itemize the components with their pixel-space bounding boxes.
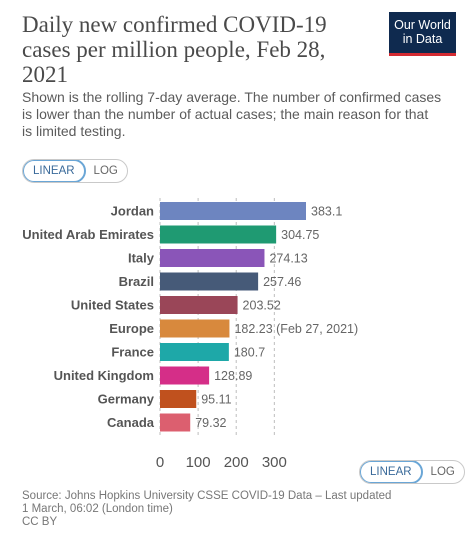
value-label: 383.1	[311, 205, 342, 219]
value-label: 79.32	[195, 416, 226, 430]
logo-line-2: in Data	[402, 32, 443, 46]
chart-subtitle: Shown is the rolling 7-day average. The …	[22, 89, 442, 139]
linear-scale-button[interactable]: LINEAR	[22, 160, 86, 182]
license-label: CC BY	[22, 516, 58, 528]
source-note: Source: Johns Hopkins University CSSE CO…	[22, 490, 442, 529]
linear-scale-button-bottom[interactable]: LINEAR	[359, 461, 423, 483]
category-label: France	[111, 345, 154, 360]
bar	[160, 390, 197, 408]
bar	[160, 225, 277, 244]
value-label: 180.7	[234, 346, 265, 360]
x-tick-label: 300	[262, 454, 287, 471]
category-label: Jordan	[111, 204, 154, 219]
bar-chart: Jordan 383.1 United Arab Emirates 304.75 Ita…	[22, 198, 358, 471]
bar	[160, 296, 238, 314]
source-line-1: Source: Johns Hopkins University CSSE CO…	[22, 490, 392, 502]
log-scale-button-bottom[interactable]: LOG	[430, 466, 455, 478]
bar	[160, 319, 230, 338]
owid-logo[interactable]: Our World in Data	[389, 12, 456, 56]
bar	[160, 249, 265, 267]
value-label: 257.46	[263, 275, 301, 289]
bar	[160, 343, 229, 361]
category-label: Italy	[128, 251, 155, 266]
x-tick-label: 100	[186, 454, 211, 471]
value-label: 95.11	[201, 393, 231, 407]
category-label: United Kingdom	[54, 368, 154, 383]
value-label: 182.23 (Feb 27, 2021)	[234, 322, 358, 336]
category-label: Canada	[107, 415, 155, 430]
logo-line-1: Our World	[394, 18, 451, 32]
log-scale-button[interactable]: LOG	[93, 165, 118, 177]
value-label: 203.52	[243, 299, 281, 313]
scale-toggle-top[interactable]: LINEAR LOG	[22, 159, 128, 183]
scale-toggle-bottom[interactable]: LINEAR LOG	[359, 460, 465, 484]
value-label: 304.75	[281, 228, 319, 242]
value-label: 128.89	[214, 369, 252, 383]
category-label: United States	[71, 298, 154, 313]
category-label: Brazil	[119, 274, 154, 289]
source-line-2: 1 March, 06:02 (London time)	[22, 503, 173, 515]
x-tick-label: 0	[156, 454, 164, 471]
x-axis: 0 100 200 300	[156, 454, 287, 471]
category-label: Europe	[109, 321, 154, 336]
bar	[160, 413, 191, 432]
bar	[160, 272, 259, 291]
category-label: Germany	[98, 392, 155, 407]
bar	[160, 366, 210, 385]
bar	[160, 202, 306, 220]
x-tick-label: 200	[224, 454, 249, 471]
chart-title: Daily new confirmed COVID-19 cases per m…	[22, 12, 327, 87]
category-label: United Arab Emirates	[22, 227, 154, 242]
bars: Jordan 383.1 United Arab Emirates 304.75 Ita…	[22, 202, 358, 432]
value-label: 274.13	[269, 252, 307, 266]
